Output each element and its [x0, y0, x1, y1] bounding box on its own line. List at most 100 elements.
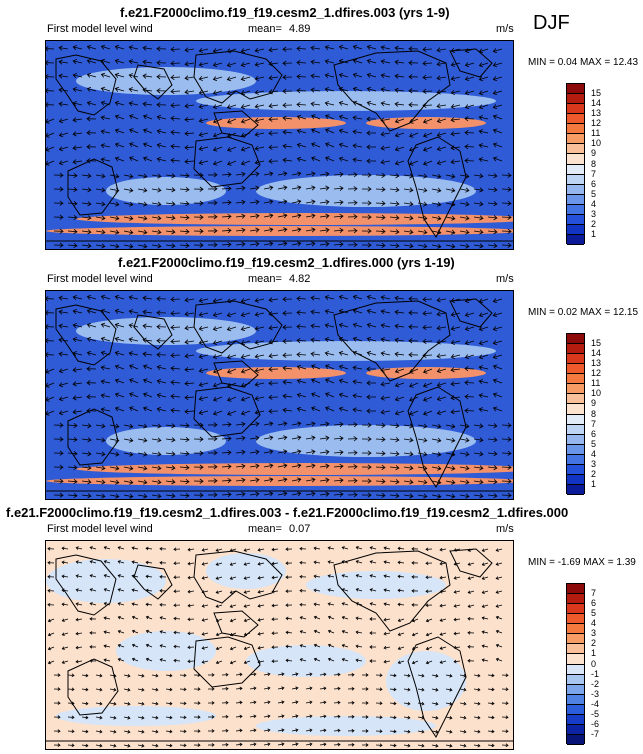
- wind-vector-arrow: [47, 546, 55, 551]
- wind-vector-arrow: [327, 574, 335, 578]
- wind-vector-arrow: [53, 729, 61, 733]
- wind-vector-arrow: [397, 574, 405, 579]
- colorbar-tick-label: -1: [591, 668, 600, 679]
- wind-vector-arrow: [389, 451, 400, 457]
- wind-vector-arrow: [366, 144, 376, 150]
- panel-2-mean-label: mean=: [248, 273, 282, 285]
- wind-vector-arrow: [324, 45, 335, 51]
- panel-3-wind-difference-map: [45, 540, 514, 750]
- wind-vector-arrow: [327, 629, 335, 634]
- wind-vector-arrow: [352, 336, 363, 342]
- wind-vector-arrow: [296, 296, 307, 302]
- wind-vector-arrow: [198, 75, 209, 81]
- wind-vector-arrow: [109, 716, 117, 720]
- wind-vector-arrow: [478, 326, 489, 332]
- wind-vector-arrow: [417, 743, 425, 748]
- colorbar-swatch: [567, 204, 584, 215]
- wind-vector-arrow: [67, 478, 78, 485]
- wind-vectors: [46, 44, 512, 249]
- wind-vector-arrow: [117, 615, 125, 620]
- wind-vector-arrow: [394, 295, 405, 301]
- wind-vector-arrow: [341, 574, 349, 578]
- wind-vector-arrow: [142, 364, 153, 370]
- wind-vector-arrow: [296, 324, 307, 330]
- wind-vector-arrow: [369, 645, 376, 649]
- wind-vector-arrow: [501, 450, 512, 456]
- wind-vector-arrow: [311, 156, 321, 162]
- wind-vector-arrow: [240, 118, 251, 124]
- wind-vector-arrow: [361, 478, 372, 484]
- wind-vector-arrow: [95, 173, 106, 179]
- wind-vector-arrow: [159, 546, 167, 551]
- panel-1-mean-value: 4.89: [289, 23, 311, 35]
- wind-vector-arrow: [409, 410, 419, 416]
- wind-vector-arrow: [439, 660, 447, 664]
- wind-vector-arrow: [86, 144, 97, 150]
- wind-vector-arrow: [46, 102, 55, 108]
- colorbar-tick-label: 7: [591, 168, 597, 179]
- wind-vector-arrow: [473, 173, 484, 179]
- wind-vector-arrow: [100, 294, 111, 300]
- wind-vector-arrow: [173, 644, 181, 649]
- wind-vector-arrow: [425, 646, 433, 651]
- wind-vector-arrow: [179, 172, 190, 179]
- colorbar-swatch: [567, 584, 584, 595]
- wind-vector-arrow: [439, 575, 447, 580]
- wind-vector-arrow: [123, 243, 134, 249]
- wind-vector-arrow: [72, 159, 83, 165]
- wind-vector-arrow: [142, 128, 153, 134]
- panel-1-field: First model level wind: [47, 23, 153, 35]
- wind-vector-arrow: [380, 131, 391, 137]
- wind-vector-arrow: [464, 144, 475, 150]
- wind-vector-arrow: [75, 546, 83, 550]
- wind-vector-arrow: [333, 463, 344, 470]
- colorbar-swatch: [567, 364, 584, 375]
- wind-vector-arrow: [338, 392, 349, 398]
- wind-vector-arrow: [403, 201, 414, 207]
- wind-vector-arrow: [227, 382, 237, 388]
- wind-vector-arrow: [338, 142, 349, 148]
- wind-vector-arrow: [347, 450, 358, 456]
- wind-vector-arrow: [254, 75, 265, 81]
- wind-vector-arrow: [425, 547, 433, 552]
- wind-vector-arrow: [380, 59, 391, 65]
- wind-vector-arrow: [403, 215, 414, 221]
- wind-vector-arrow: [187, 547, 195, 552]
- wind-vector-arrow: [207, 172, 218, 178]
- colorbar-tick-label: -7: [591, 728, 600, 739]
- wind-vector-arrow: [137, 674, 145, 678]
- wind-vector-arrow: [170, 324, 181, 330]
- wind-vector-arrow: [254, 297, 265, 303]
- wind-vector-arrow: [67, 186, 78, 193]
- colorbar-swatch: [567, 384, 584, 395]
- wind-vector-arrow: [501, 228, 512, 234]
- wind-vector-arrow: [319, 742, 327, 747]
- wind-vector-arrow: [61, 546, 69, 551]
- wind-vector-arrow: [123, 479, 134, 485]
- wind-vector-arrow: [436, 311, 447, 317]
- wind-vector-arrow: [72, 337, 83, 343]
- wind-vector-arrow: [431, 702, 439, 706]
- wind-vector-arrow: [201, 590, 209, 594]
- wind-vector-arrow: [394, 132, 405, 138]
- colorbar-swatch: [567, 614, 584, 625]
- wind-vector-arrow: [165, 451, 176, 457]
- wind-vector-arrow: [100, 115, 111, 121]
- wind-vector-arrow: [501, 422, 512, 428]
- wind-vector-arrow: [109, 744, 117, 748]
- wind-vector-arrow: [47, 618, 55, 623]
- wind-vector-arrow: [151, 715, 159, 720]
- wind-vector-arrow: [411, 603, 419, 607]
- wind-vector-arrow: [296, 364, 307, 370]
- wind-vector-arrow: [313, 629, 321, 634]
- wind-vector-arrow: [338, 350, 349, 356]
- wind-vector-arrow: [366, 86, 377, 92]
- wind-vector-arrow: [123, 187, 134, 193]
- wind-vector-arrow: [131, 546, 139, 550]
- wind-vector-arrow: [347, 742, 355, 747]
- wind-vector-arrow: [254, 339, 265, 345]
- wind-vector-arrow: [235, 742, 243, 747]
- wind-vector-arrow: [221, 742, 229, 747]
- wind-vector-arrow: [473, 201, 484, 207]
- wind-vector-arrow: [375, 450, 386, 456]
